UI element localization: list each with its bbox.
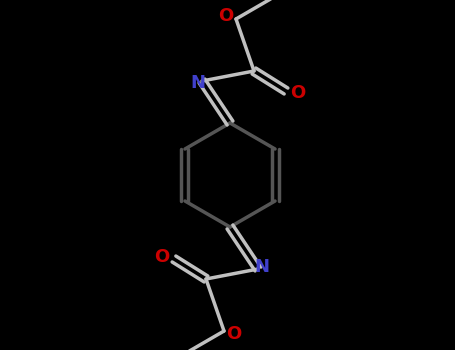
Text: O: O [227, 325, 242, 343]
Text: O: O [290, 84, 306, 102]
Text: N: N [254, 258, 269, 276]
Text: O: O [218, 7, 233, 25]
Text: O: O [154, 248, 170, 266]
Text: N: N [191, 74, 206, 92]
